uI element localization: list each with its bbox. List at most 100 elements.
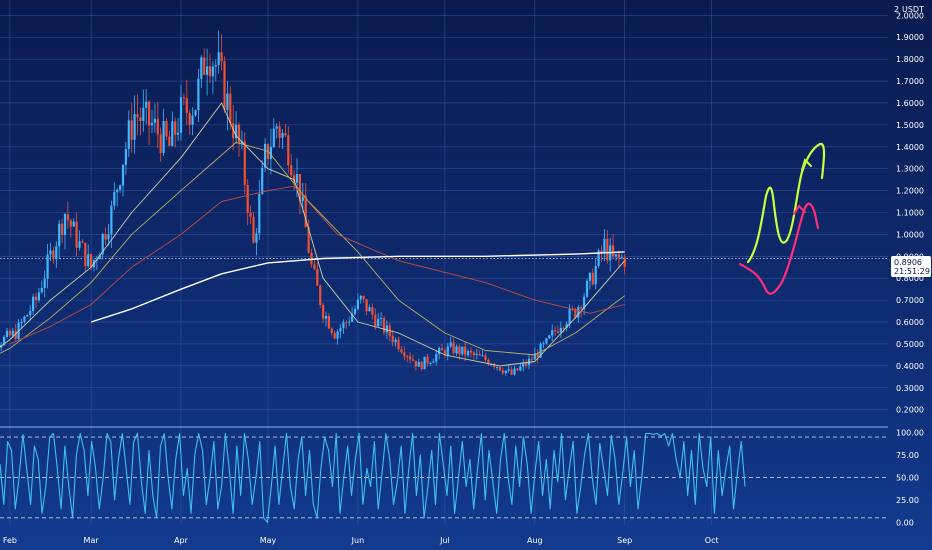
candle-body[interactable] xyxy=(63,214,67,236)
candle-body[interactable] xyxy=(159,134,162,153)
candle-body[interactable] xyxy=(23,316,26,322)
candle-body[interactable] xyxy=(551,330,554,336)
candle-body[interactable] xyxy=(168,136,171,146)
candle-body[interactable] xyxy=(443,350,446,356)
candle-body[interactable] xyxy=(481,355,484,357)
candle-body[interactable] xyxy=(87,254,90,267)
candle-body[interactable] xyxy=(345,322,348,324)
candle-body[interactable] xyxy=(188,112,191,125)
candle-body[interactable] xyxy=(440,348,444,351)
candle-body[interactable] xyxy=(142,107,145,121)
candle-body[interactable] xyxy=(612,245,615,257)
candle-body[interactable] xyxy=(237,124,241,144)
candle-body[interactable] xyxy=(290,165,293,176)
candle-body[interactable] xyxy=(200,57,203,79)
candle-body[interactable] xyxy=(420,361,423,370)
candle-body[interactable] xyxy=(310,252,313,265)
candle-body[interactable] xyxy=(362,295,365,300)
candle-body[interactable] xyxy=(496,366,499,368)
candle-body[interactable] xyxy=(377,318,380,327)
candle-body[interactable] xyxy=(368,307,371,312)
candle-body[interactable] xyxy=(287,135,290,166)
candle-body[interactable] xyxy=(606,238,609,261)
candle-body[interactable] xyxy=(116,189,119,193)
candle-body[interactable] xyxy=(3,336,6,346)
candle-body[interactable] xyxy=(594,265,597,285)
candle-body[interactable] xyxy=(417,361,420,367)
candle-body[interactable] xyxy=(603,238,606,253)
candle-body[interactable] xyxy=(342,322,345,329)
candle-body[interactable] xyxy=(461,346,464,355)
candle-body[interactable] xyxy=(255,233,258,243)
candle-body[interactable] xyxy=(313,264,316,269)
candle-body[interactable] xyxy=(235,124,238,139)
candle-body[interactable] xyxy=(409,356,412,360)
candle-body[interactable] xyxy=(542,343,545,345)
candle-body[interactable] xyxy=(365,299,368,312)
candle-body[interactable] xyxy=(14,330,17,340)
candle-body[interactable] xyxy=(55,246,58,260)
candle-body[interactable] xyxy=(493,364,496,367)
candle-body[interactable] xyxy=(275,126,278,129)
candle-body[interactable] xyxy=(34,296,38,301)
candle-body[interactable] xyxy=(203,57,206,75)
candle-body[interactable] xyxy=(371,307,374,315)
candle-body[interactable] xyxy=(214,64,217,67)
candle-body[interactable] xyxy=(336,331,339,339)
candle-body[interactable] xyxy=(469,350,473,353)
candle-body[interactable] xyxy=(562,327,565,329)
candle-body[interactable] xyxy=(58,223,61,247)
candle-body[interactable] xyxy=(150,122,154,126)
candle-body[interactable] xyxy=(81,241,84,243)
candle-body[interactable] xyxy=(548,335,551,339)
candle-body[interactable] xyxy=(29,311,32,316)
candle-body[interactable] xyxy=(400,349,403,353)
candle-body[interactable] xyxy=(585,280,589,297)
candle-body[interactable] xyxy=(406,356,409,358)
candle-body[interactable] xyxy=(179,97,183,133)
candle-body[interactable] xyxy=(46,254,49,279)
candle-body[interactable] xyxy=(148,101,151,126)
candle-body[interactable] xyxy=(391,335,394,343)
candle-body[interactable] xyxy=(264,143,267,168)
candle-body[interactable] xyxy=(327,316,330,329)
time-axis[interactable]: Feb Mar Apr May Jun Jul Aug Sep Oct xyxy=(3,536,719,545)
candle-body[interactable] xyxy=(272,128,275,148)
candle-body[interactable] xyxy=(577,307,580,318)
candle-body[interactable] xyxy=(501,370,504,374)
candle-body[interactable] xyxy=(301,195,304,202)
candle-body[interactable] xyxy=(127,120,130,150)
candle-body[interactable] xyxy=(516,368,519,371)
candle-body[interactable] xyxy=(78,241,81,248)
candle-body[interactable] xyxy=(258,193,261,234)
candle-body[interactable] xyxy=(284,133,287,136)
annotations[interactable] xyxy=(738,142,826,295)
candle-body[interactable] xyxy=(191,115,194,125)
candle-body[interactable] xyxy=(252,216,255,243)
candle-body[interactable] xyxy=(72,221,75,227)
candle-body[interactable] xyxy=(101,233,104,255)
candle-body[interactable] xyxy=(513,368,516,375)
candle-body[interactable] xyxy=(226,93,229,110)
candle-body[interactable] xyxy=(374,314,377,327)
candle-body[interactable] xyxy=(452,342,455,354)
candle-body[interactable] xyxy=(385,325,388,333)
candle-body[interactable] xyxy=(246,185,249,213)
candle-body[interactable] xyxy=(382,317,386,333)
projection-arrow-green[interactable] xyxy=(746,142,826,264)
candle-body[interactable] xyxy=(90,254,93,268)
candle-body[interactable] xyxy=(472,352,475,356)
candle-body[interactable] xyxy=(429,362,432,364)
candle-body[interactable] xyxy=(423,356,426,370)
candle-body[interactable] xyxy=(556,331,560,333)
candle-body[interactable] xyxy=(124,149,127,165)
candle-body[interactable] xyxy=(446,346,449,356)
candle-body[interactable] xyxy=(223,61,226,110)
candle-body[interactable] xyxy=(519,366,522,371)
candle-body[interactable] xyxy=(156,118,159,135)
candle-body[interactable] xyxy=(351,313,354,322)
candle-body[interactable] xyxy=(281,133,284,138)
candle-body[interactable] xyxy=(614,254,618,257)
candle-body[interactable] xyxy=(554,330,557,332)
